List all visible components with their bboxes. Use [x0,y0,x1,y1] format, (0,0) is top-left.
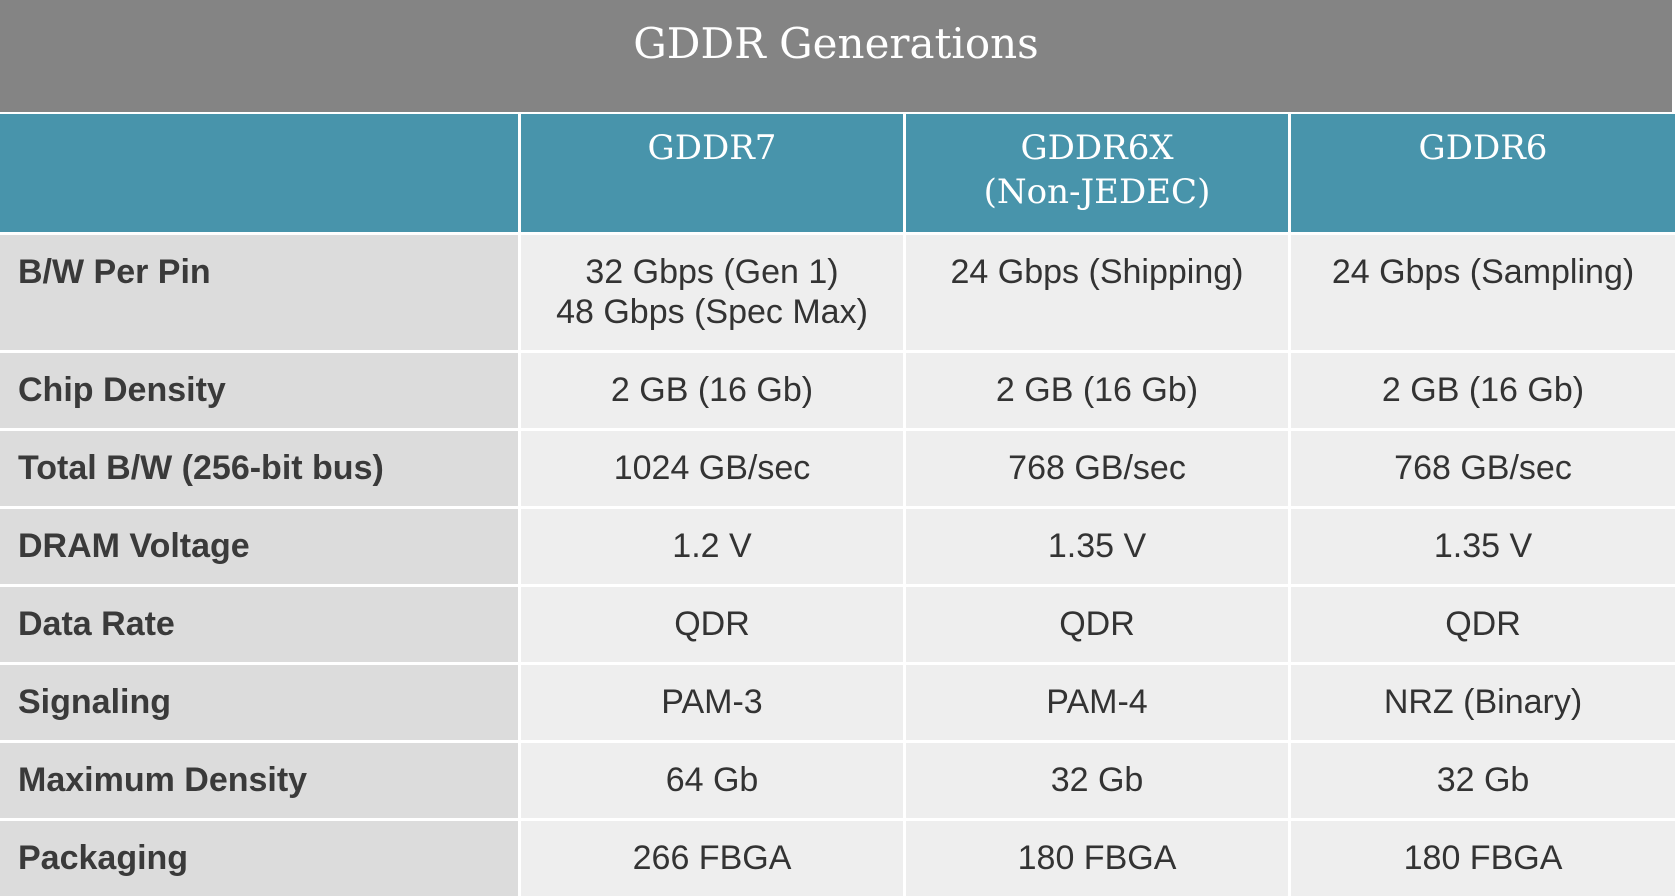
table-cell: 1.2 V [521,509,903,584]
table-cell: 2 GB (16 Gb) [1291,353,1675,428]
table-cell: QDR [906,587,1288,662]
header-corner-cell [0,114,518,232]
table-cell: 32 Gb [906,743,1288,818]
table-cell: 266 FBGA [521,821,903,896]
table-cell: 1.35 V [1291,509,1675,584]
table-cell: 32 Gb [1291,743,1675,818]
table-cell: PAM-3 [521,665,903,740]
table-cell: 32 Gbps (Gen 1) 48 Gbps (Spec Max) [521,235,903,350]
row-label-bw-per-pin: B/W Per Pin [0,235,518,350]
table-cell: 2 GB (16 Gb) [521,353,903,428]
row-label-total-bw: Total B/W (256-bit bus) [0,431,518,506]
column-header-gddr6x: GDDR6X (Non-JEDEC) [906,114,1288,232]
table-cell: 768 GB/sec [1291,431,1675,506]
table-cell: 24 Gbps (Shipping) [906,235,1288,350]
table-cell: 180 FBGA [1291,821,1675,896]
row-label-signaling: Signaling [0,665,518,740]
table-cell: QDR [1291,587,1675,662]
row-label-chip-density: Chip Density [0,353,518,428]
table-cell: QDR [521,587,903,662]
table-cell: NRZ (Binary) [1291,665,1675,740]
title-bar: GDDR Generations [0,0,1672,112]
table-cell: 2 GB (16 Gb) [906,353,1288,428]
row-label-data-rate: Data Rate [0,587,518,662]
row-label-maximum-density: Maximum Density [0,743,518,818]
table-cell: 64 Gb [521,743,903,818]
table-cell: PAM-4 [906,665,1288,740]
table-cell: 180 FBGA [906,821,1288,896]
column-header-gddr6: GDDR6 [1291,114,1675,232]
row-label-packaging: Packaging [0,821,518,896]
page-title: GDDR Generations [633,19,1039,68]
column-header-gddr7: GDDR7 [521,114,903,232]
table-cell: 1024 GB/sec [521,431,903,506]
comparison-table: GDDR7 GDDR6X (Non-JEDEC) GDDR6 B/W Per P… [0,114,1675,896]
table-cell: 1.35 V [906,509,1288,584]
row-label-dram-voltage: DRAM Voltage [0,509,518,584]
table-cell: 24 Gbps (Sampling) [1291,235,1675,350]
table-cell: 768 GB/sec [906,431,1288,506]
